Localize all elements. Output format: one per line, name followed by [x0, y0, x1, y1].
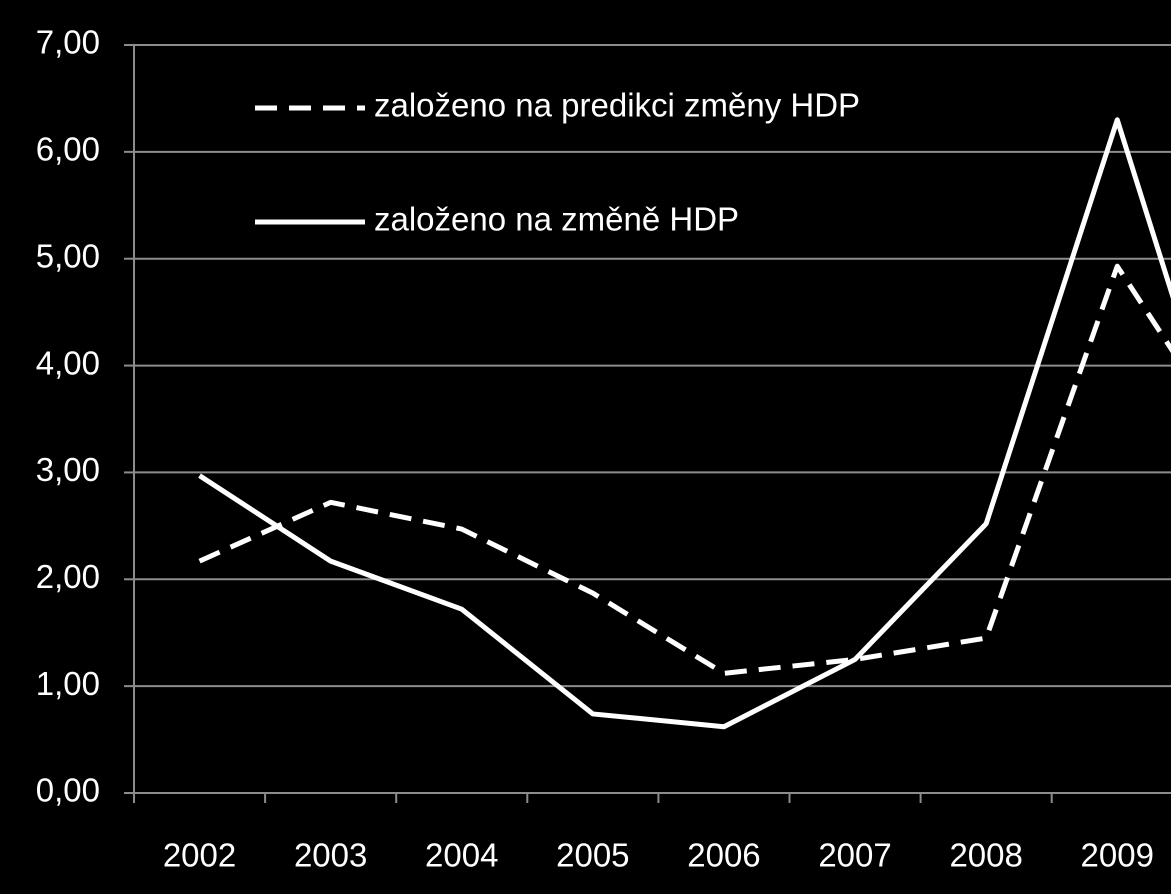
- x-tick-label: 2005: [556, 837, 629, 874]
- y-tick-label: 2,00: [36, 558, 100, 595]
- x-tick-label: 2009: [1081, 837, 1154, 874]
- y-tick-label: 7,00: [36, 24, 100, 61]
- x-tick-label: 2004: [425, 837, 498, 874]
- y-tick-label: 1,00: [36, 665, 100, 702]
- series-line: [198, 263, 1171, 676]
- x-tick-label: 2003: [294, 837, 367, 874]
- x-tick-label: 2007: [818, 837, 891, 874]
- legend-label: založeno na predikci změny HDP: [374, 87, 860, 124]
- y-tick-label: 4,00: [36, 344, 100, 381]
- x-tick-label: 2006: [687, 837, 760, 874]
- y-tick-label: 0,00: [36, 772, 100, 809]
- x-tick-label: 2002: [163, 837, 236, 874]
- y-tick-label: 5,00: [36, 237, 100, 274]
- series-line: [198, 117, 1171, 730]
- y-tick-label: 3,00: [36, 451, 100, 488]
- y-tick-label: 6,00: [36, 131, 100, 168]
- x-tick-label: 2008: [949, 837, 1022, 874]
- legend-label: založeno na změně HDP: [374, 201, 739, 238]
